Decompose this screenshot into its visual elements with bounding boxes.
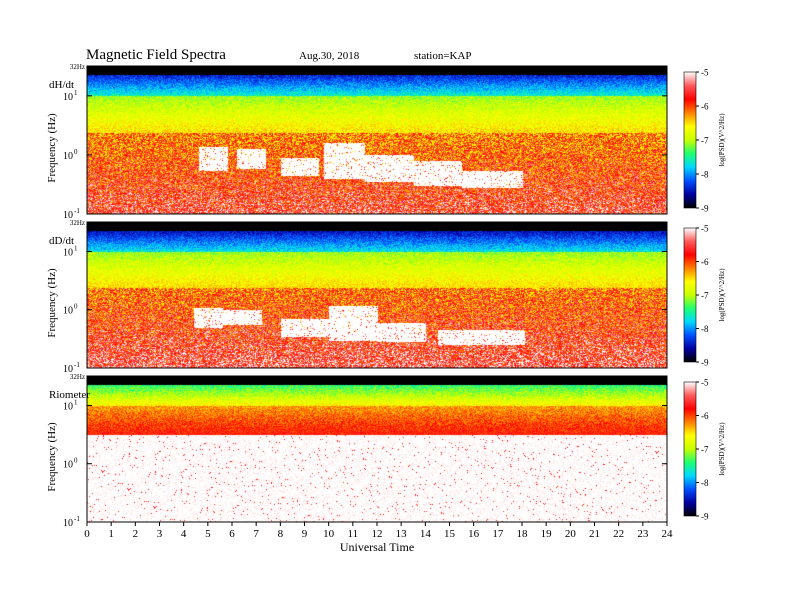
colorbar-tick-label: -9: [701, 358, 709, 368]
y-tick-exponent: -1: [74, 361, 80, 369]
colorbar-tick-label: -7: [701, 291, 709, 301]
x-axis: 0 1 2 3 4 5 6 7 8 9 10 11 12 13 14 15 16 17 18 19 20 21 22 23 24: [84, 522, 673, 540]
panel-frame: [86, 65, 668, 215]
x-tick-label: 10: [323, 528, 335, 540]
colorbar-tick-label: -5: [701, 68, 709, 78]
colorbar-label: log(PSD)(V^2/Hz): [718, 268, 726, 322]
colorbar-tick-label: -6: [701, 411, 709, 421]
x-tick-label: 15: [444, 528, 456, 540]
colorbar-label: log(PSD)(V^2/Hz): [718, 113, 726, 167]
panel-label: Riometer: [49, 389, 90, 401]
x-tick-label: 6: [229, 528, 235, 540]
x-tick-label: 0: [84, 528, 90, 540]
colorbar-tick-label: -8: [701, 478, 709, 488]
y-tick-label: 10: [63, 364, 73, 375]
figure-title: Magnetic Field Spectra: [86, 47, 226, 63]
y-tick-label: 10: [63, 518, 73, 529]
x-tick-label: 1: [108, 528, 114, 540]
colorbar-tick-label: -5: [701, 224, 709, 234]
y-tick-exponent: 1: [74, 244, 78, 252]
y-axis-label: Frequency (Hz): [46, 113, 58, 183]
x-tick-label: 13: [396, 528, 408, 540]
colorbar-label: log(PSD)(V^2/Hz): [718, 422, 726, 476]
y-tick-label: 10: [63, 401, 73, 412]
y-tick-exponent: 1: [74, 398, 78, 406]
x-tick-label: 8: [278, 528, 284, 540]
x-tick-label: 22: [613, 528, 624, 540]
x-tick-label: 11: [348, 528, 359, 540]
x-tick-label: 12: [372, 528, 383, 540]
y-tick-label: 10: [63, 247, 73, 258]
y-tick-exponent: 0: [74, 303, 78, 311]
y-axis-label: Frequency (Hz): [46, 268, 58, 338]
x-tick-label: 19: [541, 528, 553, 540]
x-tick-label: 24: [662, 528, 674, 540]
colorbar-tick-label: -9: [701, 512, 709, 522]
colorbar: [683, 381, 697, 517]
colorbar-tick-label: -5: [701, 378, 709, 388]
x-tick-label: 9: [302, 528, 308, 540]
x-tick-label: 18: [517, 528, 529, 540]
x-tick-label: 23: [637, 528, 649, 540]
x-tick-label: 7: [253, 528, 259, 540]
date-label: Aug.30, 2018: [299, 50, 360, 62]
y-tick-exponent: -1: [74, 207, 80, 215]
colorbar-tick-label: -6: [701, 257, 709, 267]
panel-frame: [86, 221, 668, 369]
y-axis-label: Frequency (Hz): [46, 422, 58, 492]
x-tick-label: 2: [133, 528, 139, 540]
y-tick-label: 10: [63, 151, 73, 162]
x-tick-label: 17: [492, 528, 504, 540]
y-tick-label: 10: [63, 306, 73, 317]
colorbar-tick-label: -6: [701, 102, 709, 112]
y-tick-label: 10: [63, 460, 73, 471]
y-tick-exponent: 1: [74, 89, 78, 97]
x-tick-label: 5: [205, 528, 211, 540]
colorbar-tick-label: -8: [701, 324, 709, 334]
colorbar: [683, 227, 697, 363]
x-tick-label: 20: [565, 528, 577, 540]
x-tick-label: 14: [420, 528, 432, 540]
station-label: station=KAP: [414, 50, 472, 62]
spectrogram-riometer: [87, 376, 667, 522]
y-top-label: 32Hz: [70, 63, 85, 71]
x-tick-label: 16: [468, 528, 480, 540]
panel-label: dD/dt: [49, 235, 74, 247]
y-top-label: 32Hz: [70, 219, 85, 227]
x-tick-label: 21: [589, 528, 600, 540]
y-tick-exponent: -1: [74, 515, 80, 523]
y-top-label: 32Hz: [70, 373, 85, 381]
y-tick-exponent: 0: [74, 148, 78, 156]
colorbar-tick-label: -9: [701, 204, 709, 214]
x-axis-label: Universal Time: [340, 540, 414, 554]
colorbar: [683, 71, 697, 209]
y-tick-label: 10: [63, 92, 73, 103]
spectrogram-dddt: [87, 222, 667, 368]
colorbar-tick-label: -7: [701, 445, 709, 455]
colorbar-tick-label: -8: [701, 170, 709, 180]
panel-label: dH/dt: [49, 79, 74, 91]
colorbar-tick-label: -7: [701, 136, 709, 146]
x-tick-label: 3: [157, 528, 163, 540]
x-tick-label: 4: [181, 528, 187, 540]
y-tick-exponent: 0: [74, 457, 78, 465]
y-tick-label: 10: [63, 210, 73, 221]
spectrogram-dhdt: [87, 66, 667, 214]
